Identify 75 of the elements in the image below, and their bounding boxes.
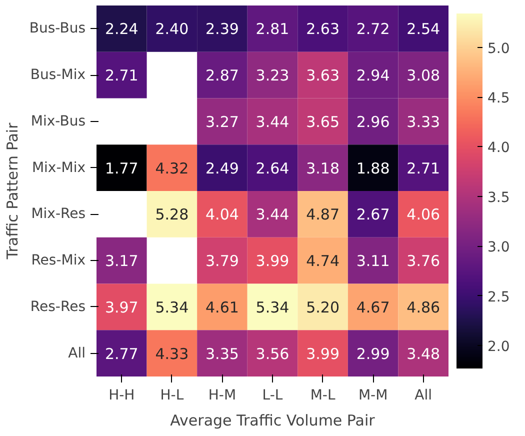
data-label: 2.24	[104, 20, 138, 38]
data-label: 2.67	[356, 206, 390, 224]
y-tick-label: All	[68, 345, 86, 362]
color-bar-label: 2.5	[488, 289, 510, 306]
data-label: 3.99	[306, 344, 340, 363]
data-label: 3.76	[406, 252, 440, 270]
color-bar-label: 2.0	[488, 339, 510, 356]
data-label: 3.65	[306, 112, 340, 131]
x-tick-label: L-L	[262, 388, 283, 404]
data-label: 2.64	[256, 159, 290, 178]
color-bar-label: 4.5	[488, 90, 510, 107]
data-label: 2.81	[256, 20, 290, 38]
data-label: 3.63	[306, 66, 340, 85]
data-label: 3.23	[256, 66, 290, 85]
color-bar-label: 3.5	[488, 190, 510, 206]
x-tick-label: H-L	[160, 388, 184, 404]
data-label: 5.20	[306, 298, 340, 316]
data-label: 2.39	[206, 20, 239, 38]
color-bar-label: 3.0	[488, 240, 510, 256]
y-tick-label: Mix-Res	[31, 206, 86, 222]
data-label: 2.99	[356, 344, 390, 363]
data-label: 2.71	[406, 159, 440, 178]
data-label: 3.99	[256, 252, 290, 270]
x-axis-title: Average Traffic Volume Pair	[170, 412, 376, 430]
data-label: 4.61	[206, 298, 239, 316]
data-label: 4.86	[406, 298, 440, 316]
data-label: 3.48	[406, 344, 440, 363]
y-tick-label: Res-Mix	[31, 252, 86, 269]
data-label: 3.11	[356, 252, 390, 270]
data-label: 2.71	[104, 66, 138, 85]
y-tick-label: Mix-Bus	[30, 113, 86, 130]
data-label: 4.87	[306, 206, 340, 224]
x-tick-label: H-M	[208, 388, 236, 404]
data-label: 5.28	[155, 206, 189, 224]
y-tick-label: Res-Res	[30, 298, 86, 315]
data-label: 1.88	[356, 159, 390, 178]
data-label: 5.34	[155, 298, 189, 316]
data-label: 3.44	[256, 112, 290, 131]
data-label: 4.67	[356, 298, 390, 316]
data-label: 4.33	[155, 344, 189, 363]
data-label: 4.74	[306, 252, 340, 270]
data-label: 3.27	[206, 112, 239, 131]
color-bar-label: 5.0	[488, 40, 510, 57]
data-label: 2.40	[155, 20, 189, 38]
data-label: 2.96	[356, 112, 390, 131]
data-label: 3.35	[206, 344, 239, 363]
y-tick-label: Mix-Mix	[32, 160, 86, 176]
data-label: 2.54	[406, 20, 440, 38]
x-tick-label: M-M	[358, 388, 388, 404]
data-label: 1.77	[104, 159, 138, 178]
data-label: 4.32	[155, 159, 189, 178]
data-label: 4.04	[206, 206, 239, 224]
x-tick-label: H-H	[108, 388, 135, 404]
data-label: 2.49	[206, 159, 239, 178]
data-label: 2.63	[306, 20, 340, 38]
color-bar-label: 4.0	[488, 140, 510, 156]
data-label: 5.34	[256, 298, 290, 316]
y-axis-title: Traffic Pattern Pair	[3, 122, 22, 260]
data-label: 4.06	[406, 206, 440, 224]
data-label: 2.87	[206, 66, 239, 85]
x-tick-label: All	[414, 388, 432, 404]
data-label: 2.72	[356, 20, 390, 38]
data-label: 3.44	[256, 206, 290, 224]
data-label: 3.17	[104, 252, 138, 270]
data-label: 3.08	[406, 66, 440, 85]
data-label: 3.33	[406, 112, 440, 131]
data-label: 2.94	[356, 66, 390, 85]
data-label: 3.97	[104, 298, 138, 316]
data-label: 2.77	[104, 344, 138, 363]
x-tick-label: M-L	[310, 388, 336, 404]
y-tick-label: Bus-Mix	[30, 67, 86, 84]
data-label: 3.56	[256, 344, 290, 363]
data-label: 3.18	[306, 159, 340, 178]
y-tick-label: Bus-Bus	[29, 20, 86, 37]
data-label: 3.79	[206, 252, 239, 270]
